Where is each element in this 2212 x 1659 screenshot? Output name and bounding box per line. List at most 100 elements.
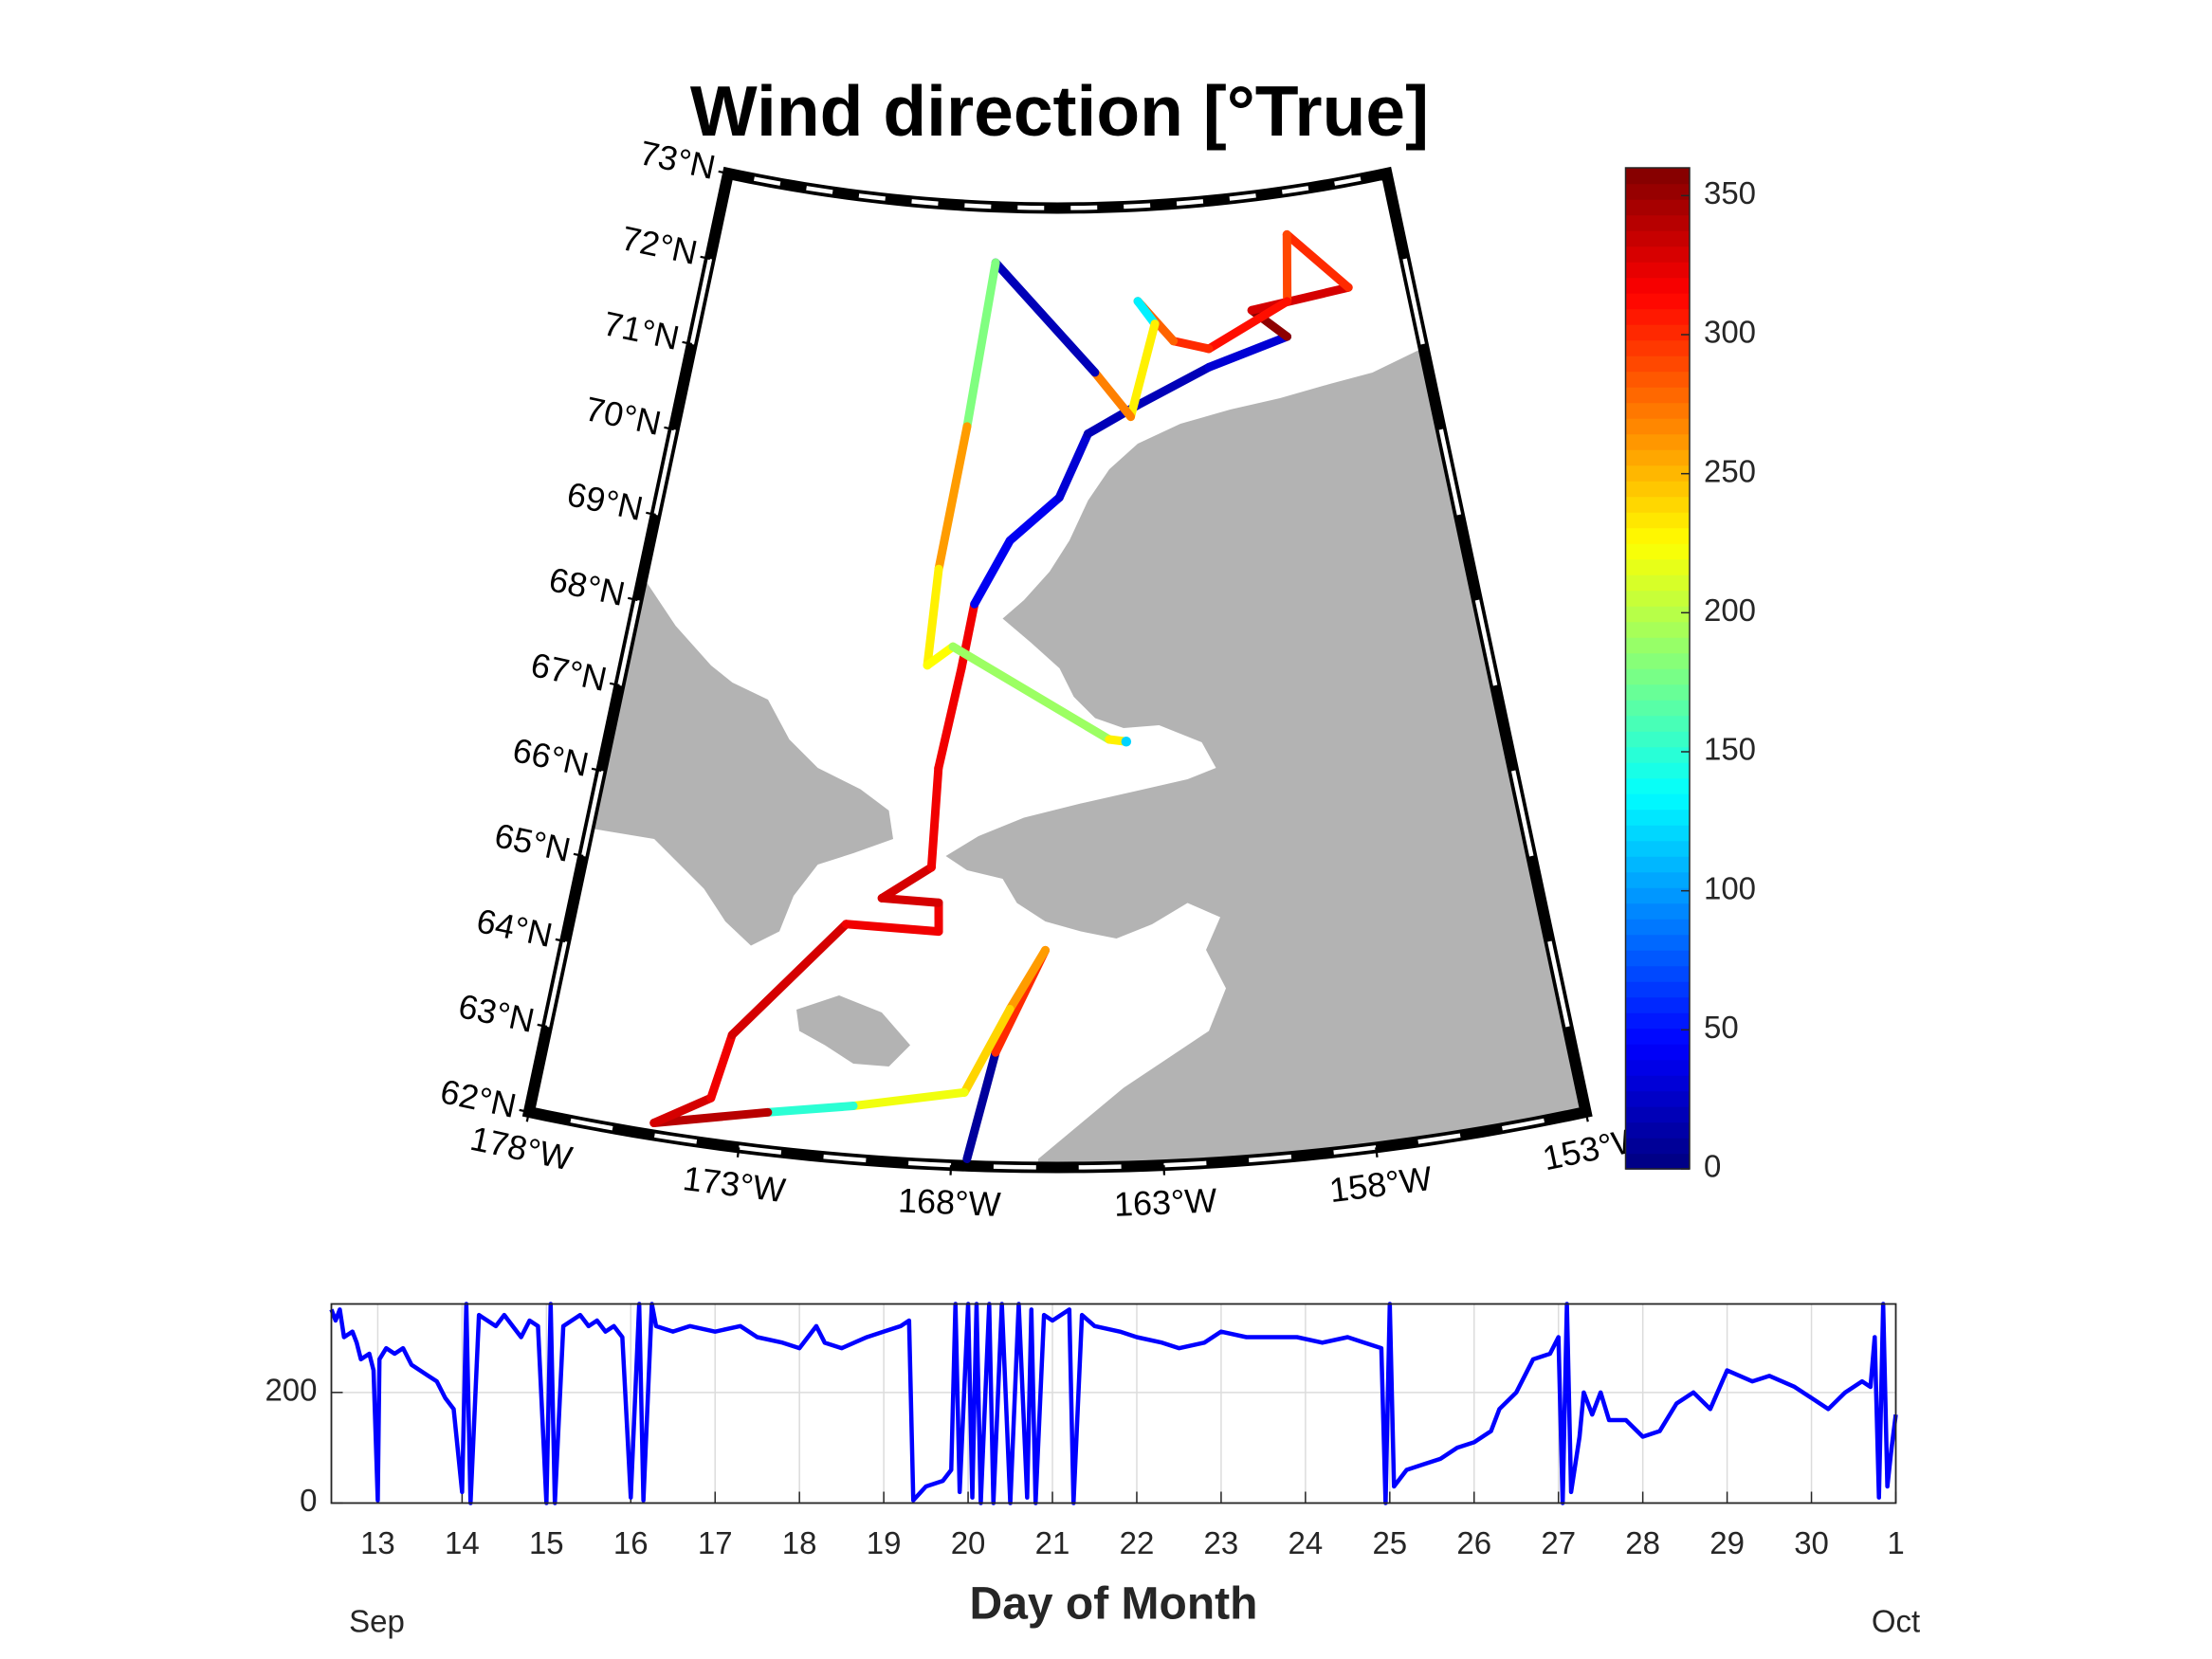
track-segment bbox=[1204, 332, 1291, 372]
frame-stripe bbox=[911, 199, 939, 206]
frame-stripe bbox=[1417, 1133, 1461, 1144]
colorbar-swatch bbox=[1625, 1090, 1691, 1107]
x-axis-label: Day of Month bbox=[970, 1579, 1258, 1630]
track-segment bbox=[1005, 493, 1064, 545]
track-segment bbox=[1133, 362, 1214, 410]
colorbar-swatch bbox=[1625, 465, 1691, 482]
track-segment bbox=[1133, 297, 1160, 329]
y-tick-label: 0 bbox=[300, 1483, 317, 1518]
colorbar-swatch bbox=[1625, 1043, 1691, 1061]
lat-tick-label: 63°N bbox=[455, 986, 538, 1040]
lat-tick bbox=[646, 511, 656, 517]
colorbar-swatch bbox=[1625, 949, 1691, 967]
colorbar-swatch bbox=[1625, 246, 1691, 263]
colorbar-swatch bbox=[1625, 448, 1691, 466]
colorbar-swatch bbox=[1625, 183, 1691, 200]
colorbar-swatch bbox=[1625, 855, 1691, 873]
colorbar-swatch bbox=[1625, 339, 1691, 356]
colorbar-swatch bbox=[1625, 355, 1691, 373]
frame-stripe bbox=[617, 599, 640, 686]
lat-tick bbox=[555, 938, 566, 943]
frame-stripe bbox=[1248, 1154, 1292, 1163]
colorbar-swatch bbox=[1625, 371, 1691, 388]
colorbar-swatch bbox=[1625, 214, 1691, 231]
st-lawrence-island bbox=[796, 994, 911, 1066]
lat-tick-label: 72°N bbox=[618, 218, 701, 272]
colorbar-swatch bbox=[1625, 886, 1691, 904]
track-segment bbox=[923, 642, 958, 670]
x-tick-label: 22 bbox=[1120, 1525, 1155, 1560]
track-segment bbox=[934, 664, 966, 773]
x-tick-label: 20 bbox=[951, 1525, 986, 1560]
colorbar-tick-label: 350 bbox=[1704, 175, 1756, 210]
colorbar-swatch bbox=[1625, 809, 1691, 826]
land bbox=[569, 283, 1586, 1168]
track-segment bbox=[763, 1102, 858, 1117]
lon-tick bbox=[525, 1111, 531, 1122]
lon-tick-label: 178°W bbox=[467, 1119, 576, 1178]
colorbar-swatch bbox=[1625, 198, 1691, 216]
colorbar-swatch bbox=[1625, 323, 1691, 341]
track-segment bbox=[962, 258, 1000, 431]
colorbar-swatch bbox=[1625, 902, 1691, 920]
x-tick-label: 17 bbox=[698, 1525, 733, 1560]
frame-stripe bbox=[908, 1160, 952, 1168]
lat-tick-label: 64°N bbox=[473, 901, 556, 955]
track-point bbox=[1121, 737, 1132, 747]
x-tick-label: 24 bbox=[1289, 1525, 1324, 1560]
lon-tick bbox=[736, 1147, 740, 1158]
track-segment bbox=[841, 920, 943, 937]
frame-stripe bbox=[806, 186, 833, 194]
x-tick-label: 13 bbox=[360, 1525, 395, 1560]
colorbar-swatch bbox=[1625, 1028, 1691, 1045]
track-segment bbox=[1282, 229, 1353, 292]
colorbar-swatch bbox=[1625, 1074, 1691, 1092]
lat-tick bbox=[591, 767, 602, 773]
colorbar-swatch bbox=[1625, 542, 1691, 560]
month-label: Sep bbox=[349, 1604, 405, 1639]
frame-stripe bbox=[581, 770, 604, 857]
lat-tick-label: 67°N bbox=[527, 645, 610, 699]
colorbar-swatch bbox=[1625, 652, 1691, 669]
track-segment bbox=[1090, 368, 1136, 422]
x-tick-label: 28 bbox=[1625, 1525, 1660, 1560]
lon-tick bbox=[1584, 1111, 1589, 1122]
frame-stripe bbox=[739, 1145, 782, 1155]
frame-stripe bbox=[1510, 770, 1534, 857]
x-tick-label: 18 bbox=[782, 1525, 817, 1560]
colorbar-swatch bbox=[1625, 824, 1691, 842]
track-segment bbox=[991, 258, 1100, 377]
colorbar-swatch bbox=[1625, 715, 1691, 732]
colorbar-swatch bbox=[1625, 996, 1691, 1013]
frame-stripe bbox=[964, 203, 992, 210]
track-segment bbox=[649, 1107, 773, 1128]
colorbar-swatch bbox=[1625, 871, 1691, 888]
plot-frame bbox=[330, 1303, 1897, 1504]
x-tick-label: 26 bbox=[1456, 1525, 1491, 1560]
frame-stripe bbox=[1176, 199, 1204, 206]
frame-stripe bbox=[1229, 193, 1256, 201]
frame-stripe bbox=[1163, 1160, 1207, 1168]
frame-stripe bbox=[1438, 428, 1462, 516]
frame-stripe bbox=[654, 1133, 698, 1144]
lat-tick bbox=[519, 1108, 530, 1114]
lat-tick-label: 66°N bbox=[509, 730, 592, 784]
lat-tick-label: 65°N bbox=[491, 815, 574, 869]
colorbar-swatch bbox=[1625, 308, 1691, 325]
frame-stripe bbox=[993, 1164, 1036, 1170]
frame-stripe bbox=[1474, 599, 1498, 686]
track-segment bbox=[923, 564, 943, 670]
x-tick-label: 16 bbox=[613, 1525, 649, 1560]
x-tick-label: 29 bbox=[1709, 1525, 1745, 1560]
lat-tick-label: 71°N bbox=[600, 303, 683, 357]
colorbar-tick-label: 100 bbox=[1704, 870, 1756, 905]
colorbar-tick-label: 150 bbox=[1704, 732, 1756, 767]
frame-stripe bbox=[1547, 940, 1570, 1028]
x-tick-label: 27 bbox=[1541, 1525, 1576, 1560]
frame-stripe bbox=[1402, 258, 1425, 345]
colorbar-swatch bbox=[1625, 605, 1691, 623]
colorbar-swatch bbox=[1625, 684, 1691, 701]
colorbar-swatch bbox=[1625, 574, 1691, 592]
lat-tick bbox=[609, 682, 620, 687]
